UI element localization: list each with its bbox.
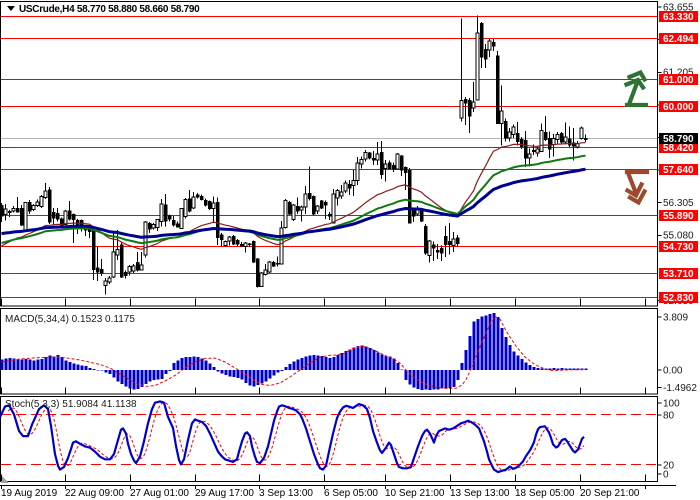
- svg-text:61.000: 61.000: [663, 75, 694, 86]
- svg-text:13 Sep 13:00: 13 Sep 13:00: [450, 488, 510, 499]
- svg-text:61.205: 61.205: [663, 68, 694, 79]
- svg-text:10 Sep 21:00: 10 Sep 21:00: [385, 488, 445, 499]
- svg-text:27 Aug 01:00: 27 Aug 01:00: [130, 488, 189, 499]
- svg-text:55.890: 55.890: [663, 211, 694, 222]
- svg-text:20 Sep 21:00: 20 Sep 21:00: [580, 488, 640, 499]
- svg-text:58.790: 58.790: [663, 134, 694, 145]
- svg-text:USCrude,H4 58.770 58.880 58.6: USCrude,H4 58.770 58.880 58.660 58.790: [19, 4, 200, 15]
- svg-text:55.080: 55.080: [663, 231, 694, 242]
- svg-text:6 Sep 05:00: 6 Sep 05:00: [324, 488, 378, 499]
- svg-text:54.730: 54.730: [663, 242, 694, 253]
- svg-text:-1.4962: -1.4962: [663, 383, 697, 394]
- svg-text:Stoch(5,3,3) 51.9084 41.1138: Stoch(5,3,3) 51.9084 41.1138: [5, 399, 137, 410]
- svg-text:60.000: 60.000: [663, 102, 694, 113]
- svg-text:18 Sep 05:00: 18 Sep 05:00: [515, 488, 575, 499]
- svg-text:0: 0: [663, 469, 669, 480]
- svg-text:3.809: 3.809: [663, 312, 688, 323]
- svg-text:62.494: 62.494: [663, 34, 694, 45]
- svg-text:56.305: 56.305: [663, 198, 694, 209]
- svg-text:58.420: 58.420: [663, 143, 694, 154]
- svg-text:80: 80: [663, 410, 675, 421]
- svg-text:57.640: 57.640: [663, 165, 694, 176]
- svg-text:29 Aug 17:00: 29 Aug 17:00: [195, 488, 254, 499]
- svg-text:63.330: 63.330: [663, 12, 694, 23]
- svg-text:0.00: 0.00: [663, 365, 683, 376]
- svg-text:20: 20: [663, 460, 675, 471]
- svg-text:52.830: 52.830: [663, 293, 694, 304]
- svg-text:100: 100: [663, 398, 680, 409]
- svg-text:MACD(5,34,4) 0.1523 0.1175: MACD(5,34,4) 0.1523 0.1175: [5, 314, 135, 325]
- svg-text:53.710: 53.710: [663, 269, 694, 280]
- svg-text:22 Aug 09:00: 22 Aug 09:00: [65, 488, 124, 499]
- svg-text:63.655: 63.655: [663, 2, 694, 13]
- svg-text:3 Sep 13:00: 3 Sep 13:00: [259, 488, 313, 499]
- svg-text:19 Aug 2019: 19 Aug 2019: [1, 488, 58, 499]
